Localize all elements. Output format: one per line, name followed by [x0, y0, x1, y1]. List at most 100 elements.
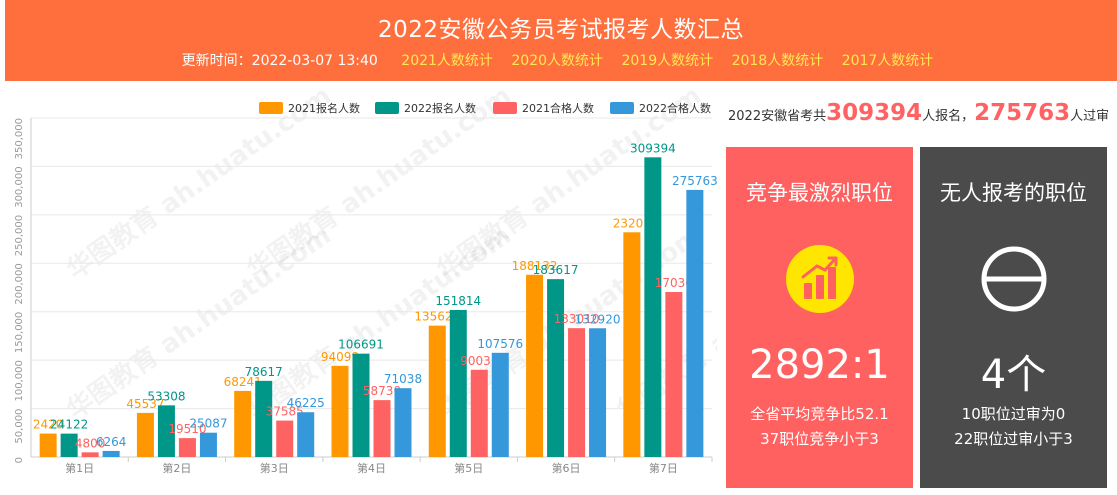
bar	[686, 189, 704, 457]
y-tick-label: 50,000	[14, 409, 25, 444]
legend-label: 2022报名人数	[404, 101, 476, 115]
page-title: 2022安徽公务员考试报考人数汇总	[377, 17, 745, 43]
data-label: 53308	[147, 389, 185, 403]
legend-label: 2021报名人数	[288, 101, 360, 115]
data-label: 17036	[655, 276, 693, 290]
bar	[526, 274, 544, 457]
summary-prefix: 2022安徽省考共	[728, 109, 827, 124]
bar	[60, 433, 78, 457]
data-label: 133010	[554, 312, 600, 326]
bar	[373, 400, 391, 457]
no-applicants-card: 无人报考的职位 4个 10职位过审为0 22职位过审小于3	[920, 147, 1107, 488]
bar	[234, 390, 252, 457]
bar	[352, 353, 370, 457]
bar	[449, 309, 467, 457]
bar	[297, 412, 315, 457]
x-tick-label: 第7日	[649, 461, 678, 475]
bar	[178, 438, 196, 457]
competition-card-title: 竞争最激烈职位	[746, 181, 893, 205]
header-banner: 2022安徽公务员考试报考人数汇总 更新时间：2022-03-07 13:40 …	[5, 0, 1117, 81]
data-label: 2420	[33, 418, 64, 432]
bar	[102, 450, 120, 457]
data-label: 6264	[96, 435, 127, 449]
data-label: 78617	[245, 365, 283, 379]
data-label: 151814	[435, 294, 481, 308]
summary-suffix: 人过审	[1070, 109, 1110, 124]
data-label: 58730	[363, 384, 401, 398]
y-tick-label: 250,000	[14, 215, 25, 256]
no-applicants-card-title: 无人报考的职位	[940, 181, 1087, 205]
bar	[428, 325, 446, 457]
data-label: 183617	[533, 263, 579, 277]
bar	[39, 433, 57, 457]
data-label: 90031	[460, 354, 498, 368]
average-competition-text: 全省平均竞争比52.1	[750, 405, 889, 423]
low-competition-text: 37职位竞争小于3	[760, 430, 879, 448]
bar	[199, 432, 217, 457]
data-label: 309394	[630, 141, 676, 155]
x-tick-label: 第5日	[454, 461, 483, 475]
y-tick-label: 350,000	[14, 118, 25, 159]
legend-label: 2022合格人数	[639, 101, 711, 115]
bar	[568, 328, 586, 457]
header-links: 更新时间：2022-03-07 13:40 2021人数统计 2020人数统计 …	[5, 50, 1117, 70]
bar	[255, 380, 273, 457]
link-2017-stats[interactable]: 2017人数统计	[841, 53, 934, 69]
bar-chart-icon	[780, 239, 860, 319]
data-label: 275763	[672, 174, 717, 188]
bar	[157, 405, 175, 457]
x-tick-label: 第2日	[162, 461, 191, 475]
link-2019-stats[interactable]: 2019人数统计	[621, 53, 714, 69]
bar	[470, 369, 488, 457]
empty-set-icon	[974, 239, 1054, 319]
data-label: 132920	[575, 312, 621, 326]
data-label: 71038	[384, 372, 422, 386]
data-label: 45537	[126, 397, 164, 411]
data-label: 106691	[338, 338, 384, 352]
bar	[276, 420, 294, 457]
summary-passed: 275763	[974, 100, 1071, 126]
summary-line: 2022安徽省考共309394人报名，275763人过审	[728, 100, 1117, 126]
link-2020-stats[interactable]: 2020人数统计	[511, 53, 604, 69]
y-tick-label: 150,000	[14, 312, 25, 353]
legend-swatch	[493, 102, 517, 114]
few-passed-text: 22职位过审小于3	[954, 430, 1073, 448]
y-tick-label: 100,000	[14, 360, 25, 401]
update-time: 更新时间：2022-03-07 13:40	[181, 53, 378, 69]
no-applicants-count: 4个	[980, 352, 1047, 398]
legend-swatch	[259, 102, 283, 114]
summary-total: 309394	[826, 100, 923, 126]
data-label: 68241	[224, 375, 262, 389]
legend-label: 2021合格人数	[522, 101, 594, 115]
data-label: 188132	[512, 259, 558, 273]
data-label: 46225	[287, 396, 325, 410]
competition-ratio: 2892:1	[749, 342, 890, 388]
bar	[589, 328, 607, 457]
bar	[394, 388, 412, 457]
data-label: 19510	[168, 422, 206, 436]
data-label: 37585	[266, 405, 304, 419]
data-label: 4800	[75, 436, 106, 450]
link-2018-stats[interactable]: 2018人数统计	[731, 53, 824, 69]
bar	[547, 279, 565, 457]
bar	[644, 157, 662, 457]
x-tick-label: 第4日	[357, 461, 386, 475]
link-2021-stats[interactable]: 2021人数统计	[401, 53, 493, 69]
x-tick-label: 第6日	[552, 461, 581, 475]
bar	[136, 412, 154, 457]
bar-chart-panel: 华图教育 ah.huatu.com 华图教育 ah.huatu.com 华图教育 a…	[5, 90, 717, 490]
summary-middle: 人报名，	[922, 109, 975, 124]
data-label: 23201	[613, 216, 651, 230]
y-tick-label: 300,000	[14, 166, 25, 207]
legend-swatch	[610, 102, 634, 114]
competition-card: 竞争最激烈职位 2892:1 全省平均竞争比52.1 37职位竞争小于3	[726, 147, 913, 488]
data-label: 135626	[414, 310, 460, 324]
legend-swatch	[375, 102, 399, 114]
x-tick-label: 第3日	[260, 461, 289, 475]
data-label: 107576	[477, 337, 523, 351]
bar	[491, 352, 509, 457]
bar	[331, 365, 349, 457]
bar	[81, 452, 99, 457]
y-tick-label: 0	[14, 457, 25, 463]
